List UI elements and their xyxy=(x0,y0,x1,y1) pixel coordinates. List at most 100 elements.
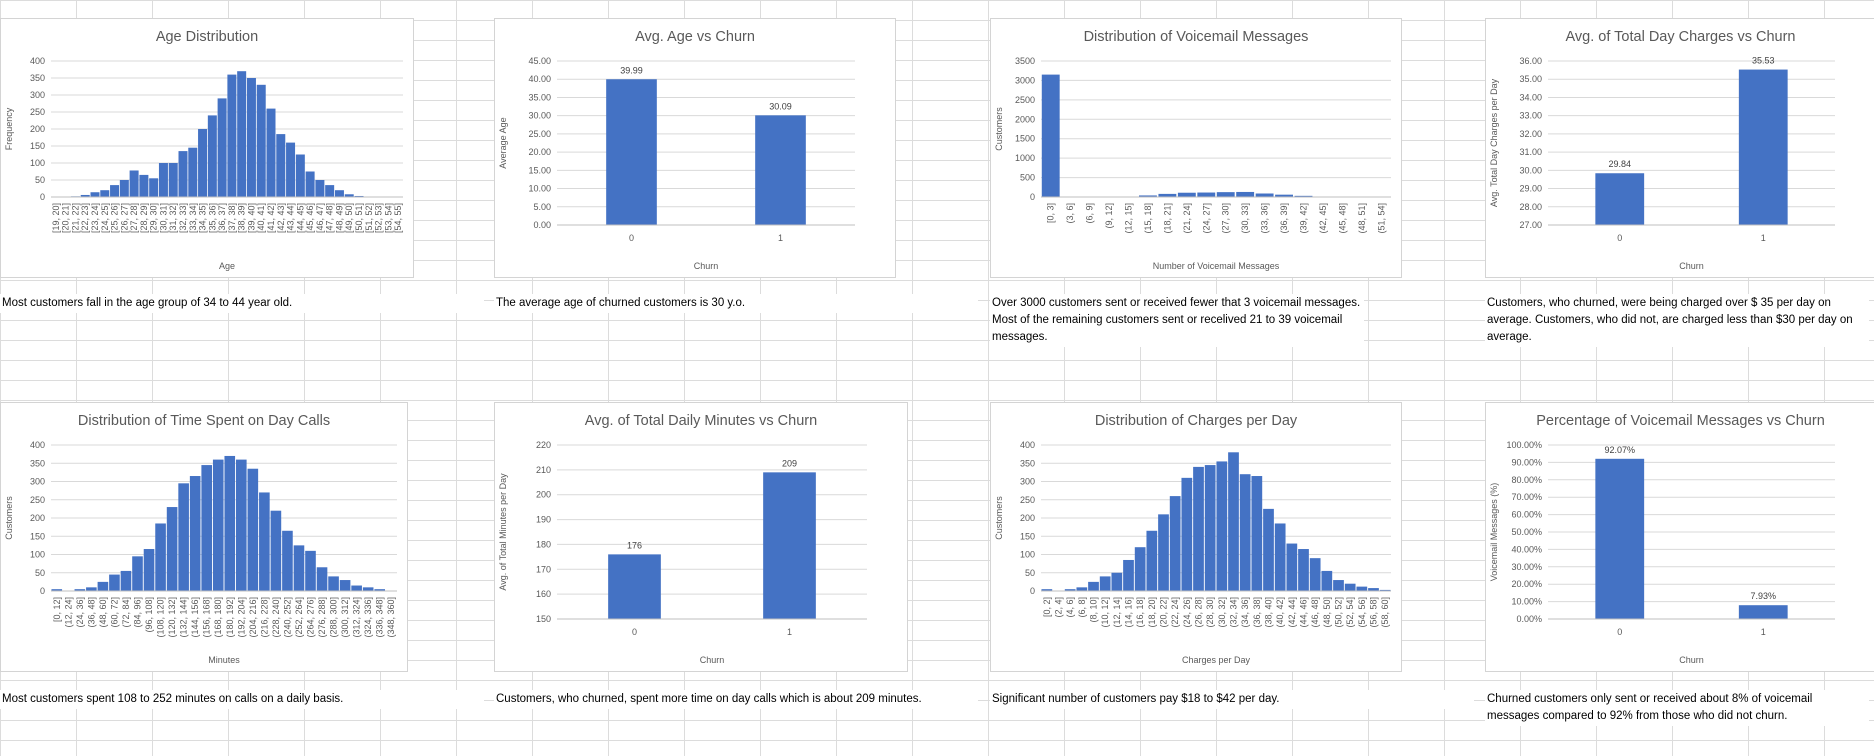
bar[interactable] xyxy=(1146,530,1158,591)
bar[interactable] xyxy=(334,190,344,197)
bar[interactable] xyxy=(1333,580,1344,591)
bar[interactable] xyxy=(224,455,236,591)
bar[interactable] xyxy=(1294,195,1313,197)
bar[interactable] xyxy=(110,185,120,197)
bar[interactable] xyxy=(1738,69,1788,225)
bar[interactable] xyxy=(354,195,364,197)
bar[interactable] xyxy=(100,190,110,197)
bar[interactable] xyxy=(315,180,325,197)
bar[interactable] xyxy=(328,576,339,591)
bar[interactable] xyxy=(1139,195,1157,197)
bar[interactable] xyxy=(1076,587,1088,591)
bar[interactable] xyxy=(212,459,224,591)
bar[interactable] xyxy=(1298,549,1309,591)
bar[interactable] xyxy=(270,510,282,591)
bar[interactable] xyxy=(374,589,386,591)
bar[interactable] xyxy=(1088,581,1099,591)
bar[interactable] xyxy=(201,465,213,591)
bar[interactable] xyxy=(235,459,247,591)
day-calls-time-distribution-chart[interactable]: Distribution of Time Spent on Day Calls 0… xyxy=(0,402,408,672)
bar[interactable] xyxy=(86,587,97,591)
bar[interactable] xyxy=(1064,589,1076,591)
bar[interactable] xyxy=(295,154,305,198)
bar[interactable] xyxy=(1111,572,1123,591)
bar[interactable] xyxy=(362,587,374,591)
bar[interactable] xyxy=(1263,508,1274,591)
bar[interactable] xyxy=(143,549,155,591)
bar[interactable] xyxy=(276,134,286,197)
bar[interactable] xyxy=(763,472,816,619)
bar[interactable] xyxy=(1158,193,1177,197)
bar[interactable] xyxy=(351,585,362,591)
bar[interactable] xyxy=(1041,74,1060,197)
bar[interactable] xyxy=(155,523,166,591)
bar[interactable] xyxy=(246,78,256,197)
bar[interactable] xyxy=(305,171,315,198)
bar[interactable] xyxy=(168,163,178,197)
bar[interactable] xyxy=(1286,543,1298,591)
bar[interactable] xyxy=(1368,588,1379,591)
charges-per-day-distribution-chart[interactable]: Distribution of Charges per Day 0 50 100 150… xyxy=(990,402,1402,672)
bar[interactable] xyxy=(1216,461,1228,591)
bar[interactable] xyxy=(325,185,335,197)
bar[interactable] xyxy=(266,108,276,197)
bar[interactable] xyxy=(217,98,227,197)
bar[interactable] xyxy=(608,554,661,619)
bar[interactable] xyxy=(1228,452,1239,591)
bar[interactable] xyxy=(178,151,188,197)
bar[interactable] xyxy=(293,545,305,591)
bar[interactable] xyxy=(166,507,178,591)
bar[interactable] xyxy=(1216,192,1235,197)
bar[interactable] xyxy=(1595,173,1645,225)
bar[interactable] xyxy=(1738,605,1788,619)
bar[interactable] xyxy=(1158,514,1169,591)
bar[interactable] xyxy=(339,580,351,591)
bar[interactable] xyxy=(237,71,247,197)
voicemail-pct-vs-churn-chart[interactable]: Percentage of Voicemail Messages vs Chur… xyxy=(1485,402,1874,672)
bar[interactable] xyxy=(1236,191,1255,197)
bar[interactable] xyxy=(188,147,198,197)
day-charges-vs-churn-chart[interactable]: Avg. of Total Day Charges vs Churn 27.00 2… xyxy=(1485,18,1874,278)
bar[interactable] xyxy=(606,79,657,225)
bar[interactable] xyxy=(51,589,63,591)
bar[interactable] xyxy=(1274,523,1286,591)
bar[interactable] xyxy=(227,74,237,197)
bar[interactable] xyxy=(256,84,266,197)
bar[interactable] xyxy=(1134,547,1146,591)
bar[interactable] xyxy=(109,574,120,591)
bar[interactable] xyxy=(1123,559,1134,591)
bar[interactable] xyxy=(1356,586,1368,591)
bar[interactable] xyxy=(1181,477,1193,591)
bar[interactable] xyxy=(286,142,296,197)
bar[interactable] xyxy=(1595,458,1645,619)
bar[interactable] xyxy=(139,174,149,197)
daily-minutes-vs-churn-chart[interactable]: Avg. of Total Daily Minutes vs Churn 150 1… xyxy=(494,402,908,672)
bar[interactable] xyxy=(158,163,168,197)
bar[interactable] xyxy=(80,194,90,197)
bar[interactable] xyxy=(129,170,139,197)
bar[interactable] xyxy=(282,530,293,591)
bar[interactable] xyxy=(344,194,354,197)
bar[interactable] xyxy=(316,567,328,591)
bar[interactable] xyxy=(178,483,189,591)
bar[interactable] xyxy=(1197,192,1216,197)
bar[interactable] xyxy=(90,192,100,197)
bar[interactable] xyxy=(149,178,159,197)
bar[interactable] xyxy=(1169,496,1181,591)
bar[interactable] xyxy=(247,468,259,591)
bar[interactable] xyxy=(1177,192,1196,197)
bar[interactable] xyxy=(198,129,208,197)
bar[interactable] xyxy=(1099,576,1111,591)
bar[interactable] xyxy=(132,556,143,591)
bar[interactable] xyxy=(305,550,316,591)
bar[interactable] xyxy=(755,115,806,225)
bar[interactable] xyxy=(1204,465,1216,591)
age-distribution-chart[interactable]: Age Distribution 0 50 100 150 200 250 300 350 400… xyxy=(0,18,414,278)
bar[interactable] xyxy=(1309,558,1321,591)
bar[interactable] xyxy=(1041,589,1053,591)
bar[interactable] xyxy=(1379,589,1391,591)
bar[interactable] xyxy=(1275,194,1293,197)
bar[interactable] xyxy=(259,492,270,591)
bar[interactable] xyxy=(119,180,129,197)
bar[interactable] xyxy=(1193,466,1204,591)
